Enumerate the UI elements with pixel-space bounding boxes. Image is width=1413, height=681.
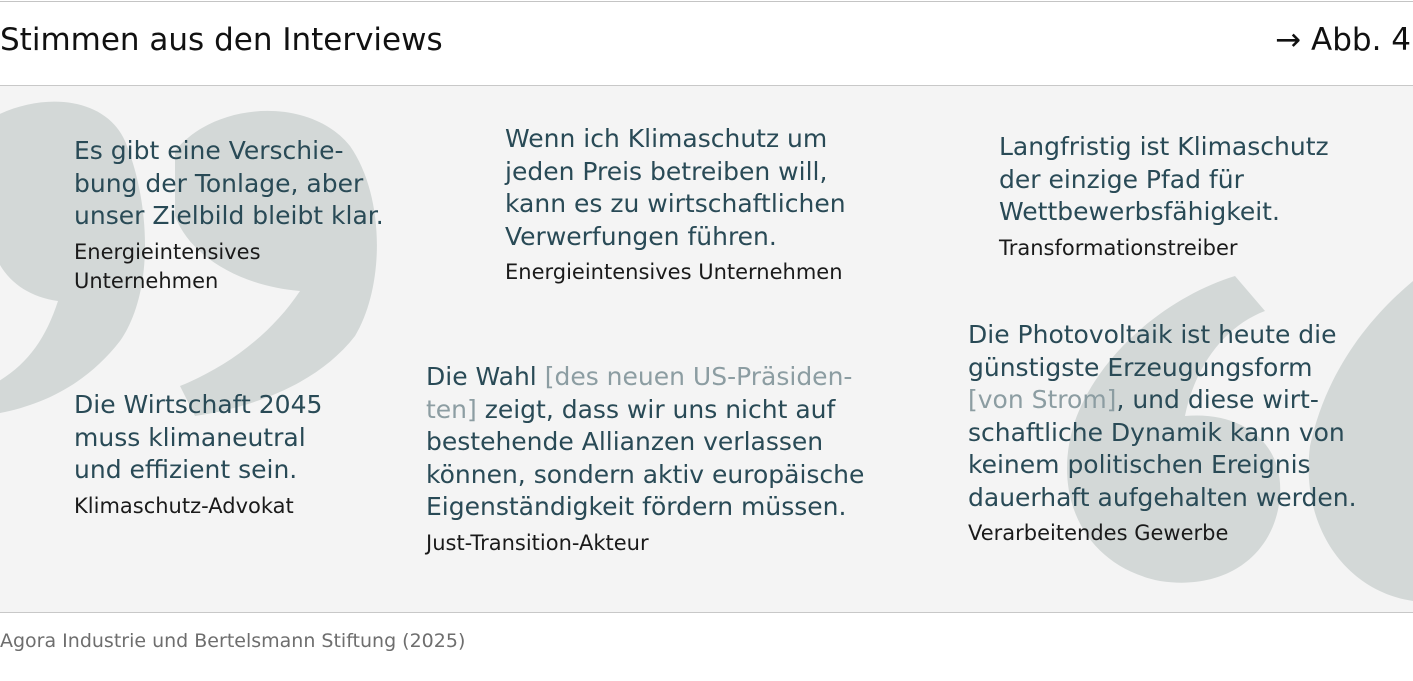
quote-source: Just-Transition-Akteur — [426, 530, 649, 555]
closing-quote-left-glyph — [0, 101, 145, 414]
opening-quote-right-glyph — [1308, 281, 1413, 601]
opening-quote-left-glyph — [1066, 276, 1281, 583]
opening-quote-mark-icon — [1066, 276, 1413, 601]
quote-card: Es gibt eine Verschie- bung der Tonlage,… — [74, 135, 404, 296]
top-divider — [0, 1, 1413, 2]
quote-card: Die Wahl [des neuen US-Präsiden- ten] ze… — [426, 361, 936, 558]
page-title: Stimmen aus den Interviews — [0, 22, 443, 58]
quote-card: Die Wirtschaft 2045 muss klimaneutral un… — [74, 389, 394, 521]
quote-card: Wenn ich Klimaschutz um jeden Preis betr… — [505, 123, 905, 287]
quote-text: Langfristig ist Klimaschutz der einzige … — [999, 132, 1329, 226]
source-citation: Agora Industrie und Bertelsmann Stiftung… — [0, 630, 466, 652]
quote-source: Energieintensives Unternehmen — [505, 260, 843, 284]
editorial-insert: [von Strom] — [968, 385, 1117, 414]
quotes-panel: Es gibt eine Verschie- bung der Tonlage,… — [0, 85, 1413, 613]
figure-reference: → Abb. 4 — [1275, 22, 1411, 58]
quote-card: Langfristig ist Klimaschutz der einzige … — [999, 131, 1379, 263]
quote-source: Verarbeitendes Gewerbe — [968, 521, 1229, 545]
editorial-insert: ten] — [426, 394, 477, 424]
quote-text: Es gibt eine Verschie- bung der Tonlage,… — [74, 136, 384, 230]
quote-source: Klimaschutz-Advokat — [74, 493, 294, 518]
closing-quote-mark-icon — [0, 101, 377, 416]
editorial-insert: [des neuen US-Präsiden- — [544, 362, 853, 391]
quote-marks-decoration — [0, 101, 1413, 601]
quote-text: Die Wirtschaft 2045 muss klimaneutral un… — [74, 390, 323, 484]
quote-source: Energieintensives Unternehmen — [74, 239, 261, 293]
quote-text: Die Photovoltaik ist heute die günstigst… — [968, 320, 1357, 512]
closing-quote-right-glyph — [175, 110, 377, 416]
quote-source: Transformationstreiber — [999, 235, 1238, 260]
quote-text: Die Wahl [des neuen US-Präsiden- ten] ze… — [426, 362, 865, 521]
quote-text: Wenn ich Klimaschutz um jeden Preis betr… — [505, 124, 846, 251]
quote-card: Die Photovoltaik ist heute die günstigst… — [968, 319, 1408, 548]
